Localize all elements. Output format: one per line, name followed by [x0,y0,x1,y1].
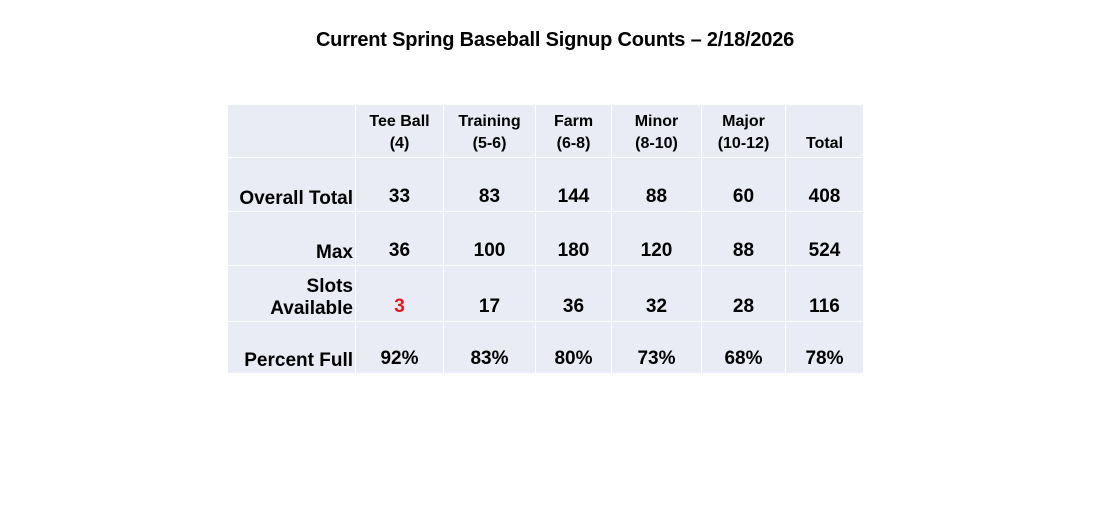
signup-counts-table: Tee Ball (4) Training (5-6) Farm (6-8) M… [227,104,864,374]
cell-value: 32 [611,265,702,322]
row-label: Max [227,211,356,266]
column-header-ages: (10-12) [717,135,770,152]
cell-value: 116 [785,265,864,322]
row-label: Percent Full [227,321,356,374]
cell-value: 28 [701,265,786,322]
column-header-name: Minor [634,113,679,130]
cell-value: 17 [443,265,536,322]
cell-value: 120 [611,211,702,266]
cell-value: 180 [535,211,612,266]
cell-value-alert: 3 [355,265,444,322]
row-label: Overall Total [227,157,356,212]
column-header-name: Training [458,113,521,130]
column-header-ages: (6-8) [556,135,591,152]
cell-value: 36 [355,211,444,266]
cell-value: 100 [443,211,536,266]
column-header-name: Major [722,113,765,130]
column-header-total: Total [785,104,864,158]
table-header-row: Tee Ball (4) Training (5-6) Farm (6-8) M… [227,104,864,158]
cell-value: 144 [535,157,612,212]
table-row-slots-available: Slots Available 3 17 36 32 28 116 [227,265,864,322]
cell-value: 88 [701,211,786,266]
cell-value: 60 [701,157,786,212]
cell-value: 80% [535,321,612,374]
cell-value: 408 [785,157,864,212]
column-header-farm: Farm (6-8) [535,104,612,158]
cell-value: 78% [785,321,864,374]
table-row-max: Max 36 100 180 120 88 524 [227,211,864,266]
table-row-percent-full: Percent Full 92% 83% 80% 73% 68% 78% [227,321,864,374]
column-header-name: Total [805,135,844,152]
column-header-ages: (5-6) [472,135,507,152]
row-label: Slots Available [227,265,356,322]
column-header-minor: Minor (8-10) [611,104,702,158]
page-title: Current Spring Baseball Signup Counts – … [315,29,795,51]
cell-value: 33 [355,157,444,212]
cell-value: 88 [611,157,702,212]
table-row-overall-total: Overall Total 33 83 144 88 60 408 [227,157,864,212]
cell-value: 83% [443,321,536,374]
cell-value: 68% [701,321,786,374]
cell-value: 524 [785,211,864,266]
column-header-training: Training (5-6) [443,104,536,158]
cell-value: 83 [443,157,536,212]
cell-value: 92% [355,321,444,374]
column-header-name: Tee Ball [369,113,430,130]
header-corner-cell [227,104,356,158]
column-header-name: Farm [553,113,594,130]
column-header-ages: (4) [389,135,410,152]
cell-value: 73% [611,321,702,374]
column-header-ages: (8-10) [635,135,678,152]
column-header-major: Major (10-12) [701,104,786,158]
column-header-tee-ball: Tee Ball (4) [355,104,444,158]
cell-value: 36 [535,265,612,322]
